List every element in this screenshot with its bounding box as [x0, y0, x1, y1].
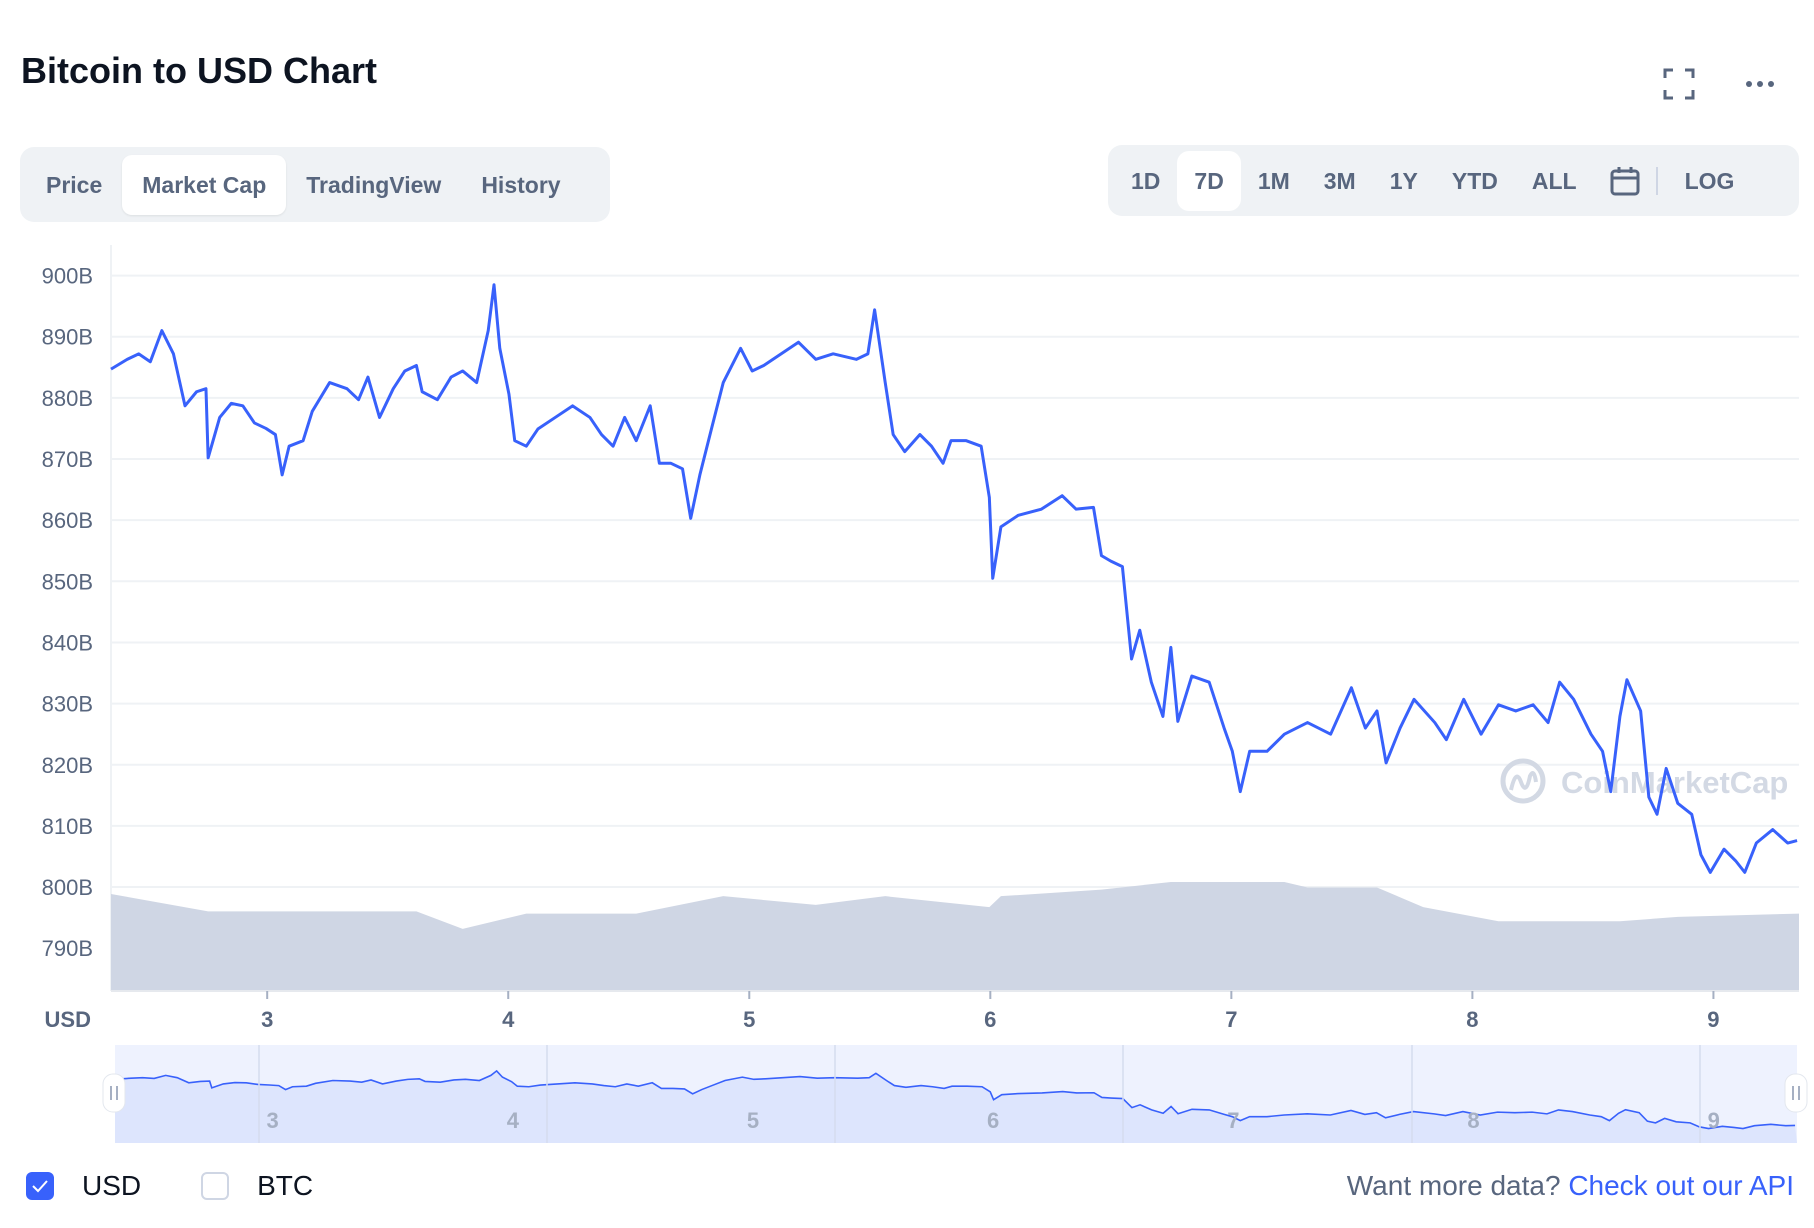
fullscreen-icon[interactable]: [1661, 66, 1697, 102]
x-tick-label: 7: [1225, 1007, 1237, 1032]
y-tick-label: 860B: [42, 508, 93, 533]
x-tick-label: 8: [1466, 1007, 1478, 1032]
api-link[interactable]: Check out our API: [1568, 1170, 1794, 1201]
tab-history[interactable]: History: [481, 171, 561, 198]
more-icon[interactable]: [1742, 66, 1778, 102]
divider: [1655, 166, 1658, 195]
tab-market-cap[interactable]: Market Cap: [122, 154, 287, 215]
market-cap-chart[interactable]: CoinMarketCap 900B890B880B870B860B850B84…: [0, 0, 1814, 1160]
range-7d[interactable]: 7D: [1177, 150, 1241, 211]
navigator-area: [115, 1070, 1797, 1143]
navigator-tick-label: 4: [507, 1108, 520, 1133]
y-axis-unit: USD: [45, 1007, 91, 1032]
navigator-tick-label: 9: [1708, 1108, 1720, 1133]
range-1d[interactable]: 1D: [1131, 167, 1161, 194]
x-tick-label: 5: [743, 1007, 755, 1032]
y-tick-label: 800B: [42, 875, 93, 900]
time-range-selector: 1D 7D 1M 3M 1Y YTD ALL LOG: [1108, 145, 1799, 216]
x-tick-label: 6: [984, 1007, 996, 1032]
log-toggle[interactable]: LOG: [1684, 167, 1735, 194]
page-title: Bitcoin to USD Chart: [21, 50, 377, 91]
navigator-tick-label: 5: [747, 1108, 759, 1133]
x-tick-label: 9: [1707, 1007, 1719, 1032]
check-icon: [32, 1180, 48, 1193]
market-cap-line: [110, 283, 1798, 874]
btc-checkbox[interactable]: [201, 1172, 230, 1200]
chart-type-tabs: Price Market Cap TradingView History: [20, 147, 610, 222]
usd-checkbox[interactable]: [26, 1172, 54, 1200]
range-ytd[interactable]: YTD: [1451, 167, 1498, 194]
tab-tradingview[interactable]: TradingView: [306, 171, 442, 198]
y-tick-label: 870B: [42, 447, 93, 472]
legend-usd-label: USD: [82, 1170, 142, 1201]
navigator-tick-label: 3: [267, 1108, 279, 1133]
navigator-tick-label: 8: [1467, 1108, 1479, 1133]
legend-btc-label: BTC: [257, 1170, 314, 1201]
y-tick-label: 890B: [42, 325, 93, 350]
range-3m[interactable]: 3M: [1323, 167, 1356, 194]
calendar-icon[interactable]: [1608, 164, 1642, 198]
navigator-tick-label: 7: [1227, 1108, 1239, 1133]
navigator-tick-label: 6: [987, 1108, 999, 1133]
y-tick-label: 790B: [42, 936, 93, 961]
navigator-right-handle[interactable]: [1784, 1073, 1808, 1113]
range-all[interactable]: ALL: [1531, 167, 1577, 194]
api-promo: Want more data? Check out our API: [1347, 1170, 1794, 1202]
y-tick-label: 880B: [42, 386, 93, 411]
y-tick-label: 830B: [42, 692, 93, 717]
y-tick-label: 810B: [42, 814, 93, 839]
y-tick-label: 820B: [42, 753, 93, 778]
range-1y[interactable]: 1Y: [1389, 167, 1418, 194]
legend: USD BTC: [26, 1170, 313, 1202]
y-tick-label: 850B: [42, 569, 93, 594]
api-prompt: Want more data?: [1346, 1170, 1561, 1201]
coinmarketcap-watermark: CoinMarketCap: [1500, 758, 1788, 804]
x-tick-label: 4: [502, 1007, 515, 1032]
y-tick-label: 900B: [42, 264, 93, 289]
navigator-left-handle[interactable]: [102, 1073, 126, 1113]
volume-area: [111, 882, 1799, 991]
range-1m[interactable]: 1M: [1257, 167, 1290, 194]
tab-price[interactable]: Price: [46, 171, 103, 198]
x-tick-label: 3: [261, 1007, 273, 1032]
y-tick-label: 840B: [42, 630, 93, 655]
navigator-line: [114, 1069, 1796, 1130]
